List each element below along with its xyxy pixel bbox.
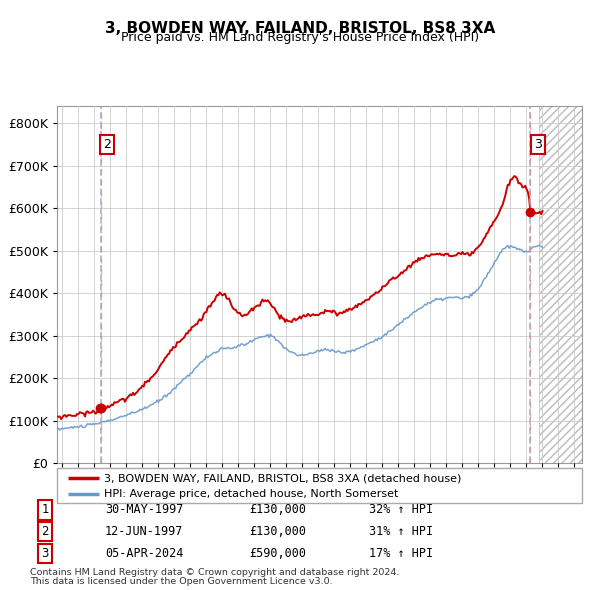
Text: Contains HM Land Registry data © Crown copyright and database right 2024.: Contains HM Land Registry data © Crown c… <box>30 568 400 577</box>
Text: This data is licensed under the Open Government Licence v3.0.: This data is licensed under the Open Gov… <box>30 578 332 586</box>
Text: 2: 2 <box>41 525 49 538</box>
Text: 30-MAY-1997: 30-MAY-1997 <box>105 503 184 516</box>
Text: 3, BOWDEN WAY, FAILAND, BRISTOL, BS8 3XA (detached house): 3, BOWDEN WAY, FAILAND, BRISTOL, BS8 3XA… <box>104 473 461 483</box>
FancyBboxPatch shape <box>57 468 582 503</box>
Text: 2: 2 <box>103 138 111 151</box>
Text: 17% ↑ HPI: 17% ↑ HPI <box>369 547 433 560</box>
Text: 32% ↑ HPI: 32% ↑ HPI <box>369 503 433 516</box>
Text: £590,000: £590,000 <box>249 547 306 560</box>
Text: 3: 3 <box>535 138 542 151</box>
Text: 12-JUN-1997: 12-JUN-1997 <box>105 525 184 538</box>
Bar <box>539 106 582 463</box>
Text: 3: 3 <box>41 547 49 560</box>
Text: HPI: Average price, detached house, North Somerset: HPI: Average price, detached house, Nort… <box>104 489 398 499</box>
Text: Price paid vs. HM Land Registry's House Price Index (HPI): Price paid vs. HM Land Registry's House … <box>121 31 479 44</box>
Text: £130,000: £130,000 <box>249 525 306 538</box>
Text: 1: 1 <box>41 503 49 516</box>
Text: 3, BOWDEN WAY, FAILAND, BRISTOL, BS8 3XA: 3, BOWDEN WAY, FAILAND, BRISTOL, BS8 3XA <box>105 21 495 35</box>
Bar <box>539 106 582 463</box>
Text: 05-APR-2024: 05-APR-2024 <box>105 547 184 560</box>
Text: £130,000: £130,000 <box>249 503 306 516</box>
Text: 31% ↑ HPI: 31% ↑ HPI <box>369 525 433 538</box>
